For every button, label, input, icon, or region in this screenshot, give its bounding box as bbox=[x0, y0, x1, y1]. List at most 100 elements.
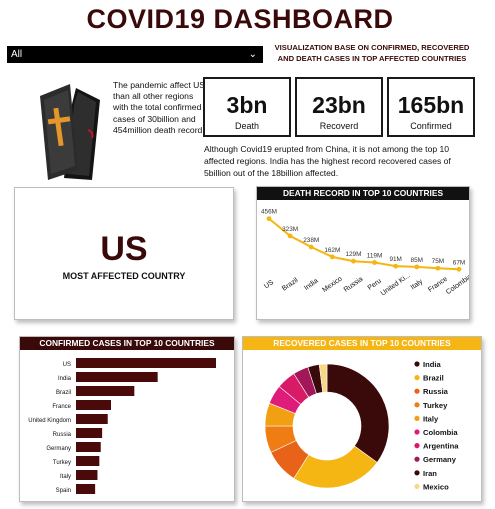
legend-label: Mexico bbox=[423, 482, 449, 491]
filter-selected-value: All bbox=[11, 49, 23, 60]
legend-marker bbox=[414, 402, 420, 408]
death-category-label: Mexico bbox=[321, 275, 343, 294]
death-point bbox=[435, 265, 441, 271]
chevron-down-icon[interactable]: ⌄ bbox=[248, 49, 257, 60]
death-series-line bbox=[268, 217, 460, 271]
legend-label: Colombia bbox=[423, 428, 458, 437]
legend-label: Italy bbox=[423, 414, 439, 423]
death-point bbox=[456, 266, 462, 272]
page-title: COVID19 DASHBOARD bbox=[86, 4, 394, 34]
country-filter-dropdown[interactable]: All ⌄ bbox=[7, 46, 263, 63]
death-point bbox=[372, 260, 377, 265]
death-point bbox=[414, 264, 420, 270]
confirmed-bar bbox=[76, 484, 96, 494]
death-category-label: Peru bbox=[367, 278, 383, 292]
kpi-value: 23bn bbox=[312, 92, 366, 118]
legend-label: India bbox=[423, 360, 441, 369]
most-affected-card: US MOST AFFECTED COUNTRY bbox=[14, 187, 234, 320]
confirmed-bar-chart: US India Brazil France United Kingdom Russia G… bbox=[28, 358, 216, 494]
kpi-value: 165bn bbox=[397, 92, 465, 118]
kpi-label: Death bbox=[234, 121, 260, 131]
confirmed-category-label: Spain bbox=[56, 488, 71, 494]
confirmed-bar bbox=[76, 456, 100, 466]
kpi-card-confirmed: 165bn Confirmed bbox=[387, 77, 475, 137]
legend-marker bbox=[414, 470, 420, 476]
death-data-label: 129M bbox=[345, 251, 361, 258]
confirmed-bar bbox=[76, 428, 103, 438]
death-category-label: Brazil bbox=[281, 277, 300, 293]
confirmed-category-label: Turkey bbox=[53, 460, 71, 466]
death-point bbox=[287, 233, 293, 239]
death-point bbox=[329, 254, 335, 260]
recovered-cases-chart-panel: RECOVERED CASES IN TOP 10 COUNTRIES Indi… bbox=[242, 336, 482, 502]
confirmed-bar bbox=[76, 358, 216, 368]
confirmed-category-label: United Kingdom bbox=[28, 418, 71, 424]
confirmed-bar bbox=[76, 470, 98, 480]
recovered-slice bbox=[318, 363, 328, 393]
legend-marker bbox=[414, 429, 420, 435]
death-data-label: 162M bbox=[324, 247, 340, 254]
chart-title: DEATH RECORD IN TOP 10 COUNTRIES bbox=[257, 187, 469, 200]
info-note: Although Covid19 erupted from China, it … bbox=[204, 144, 451, 178]
death-data-label: 119M bbox=[367, 253, 383, 260]
confirmed-bar bbox=[76, 442, 101, 452]
confirmed-category-label: France bbox=[52, 404, 71, 410]
death-data-label: 91M bbox=[389, 256, 401, 263]
recovered-donut-chart: India Brazil Russia Turkey Italy Colombia Arge… bbox=[264, 360, 459, 491]
confirmed-category-label: Brazil bbox=[56, 390, 71, 396]
kpi-card-recovered: 23bn Recoverd bbox=[295, 77, 383, 137]
legend-label: Russia bbox=[423, 387, 449, 396]
confirmed-bar bbox=[76, 372, 158, 382]
death-point bbox=[351, 258, 356, 264]
confirmed-bar bbox=[76, 414, 108, 424]
death-line-chart: 456M US 323M Brazil 238M India 162M Mexico 129M R… bbox=[261, 209, 473, 298]
most-affected-value: US bbox=[100, 230, 148, 268]
confirmed-bar bbox=[76, 386, 135, 396]
page-subtitle: VISUALIZATION BASE ON CONFIRMED, RECOVER… bbox=[274, 43, 470, 63]
most-affected-caption: MOST AFFECTED COUNTRY bbox=[62, 271, 186, 281]
confirmed-category-label: India bbox=[58, 376, 72, 382]
confirmed-category-label: Russia bbox=[53, 432, 72, 438]
death-category-label: US bbox=[263, 279, 275, 291]
recovered-slice bbox=[326, 363, 390, 463]
death-category-label: Colombia bbox=[445, 273, 469, 296]
death-point bbox=[393, 263, 399, 269]
legend-label: Germany bbox=[423, 455, 457, 464]
legend-marker bbox=[414, 361, 420, 367]
legend-label: Brazil bbox=[423, 374, 444, 383]
death-data-label: 85M bbox=[411, 257, 423, 264]
intro-text: The pandemic affect US than all other re… bbox=[113, 80, 206, 135]
death-data-label: 456M bbox=[261, 209, 277, 216]
death-data-label: 75M bbox=[432, 258, 444, 265]
legend-marker bbox=[414, 375, 420, 381]
confirmed-category-label: Italy bbox=[60, 474, 71, 480]
chart-title: CONFIRMED CASES IN TOP 10 COUNTRIES bbox=[20, 337, 234, 350]
confirmed-category-label: US bbox=[63, 362, 71, 368]
legend-marker bbox=[414, 456, 420, 462]
legend-marker bbox=[414, 388, 420, 394]
death-category-label: Italy bbox=[410, 278, 425, 291]
legend-marker bbox=[414, 415, 420, 421]
legend-label: Argentina bbox=[423, 442, 459, 451]
death-data-label: 67M bbox=[453, 259, 465, 266]
coffin-icon bbox=[26, 74, 108, 184]
legend-label: Iran bbox=[423, 469, 437, 478]
kpi-value: 3bn bbox=[226, 92, 268, 118]
legend-marker bbox=[414, 483, 420, 489]
chart-title: RECOVERED CASES IN TOP 10 COUNTRIES bbox=[243, 337, 481, 350]
confirmed-bar bbox=[76, 400, 111, 410]
legend-label: Turkey bbox=[423, 401, 448, 410]
death-record-chart-panel: DEATH RECORD IN TOP 10 COUNTRIES 456M US 3… bbox=[256, 186, 473, 320]
kpi-label: Recoverd bbox=[319, 121, 359, 131]
death-point bbox=[308, 244, 314, 250]
kpi-label: Confirmed bbox=[410, 121, 452, 131]
confirmed-cases-chart-panel: CONFIRMED CASES IN TOP 10 COUNTRIES US In… bbox=[19, 336, 235, 502]
death-category-label: United Ki... bbox=[380, 272, 412, 297]
death-category-label: Russia bbox=[343, 276, 365, 294]
death-category-label: India bbox=[303, 277, 320, 292]
legend-marker bbox=[414, 443, 420, 449]
kpi-card-death: 3bn Death bbox=[203, 77, 291, 137]
death-point bbox=[266, 216, 272, 222]
death-data-label: 323M bbox=[282, 226, 298, 233]
death-data-label: 238M bbox=[303, 237, 319, 244]
